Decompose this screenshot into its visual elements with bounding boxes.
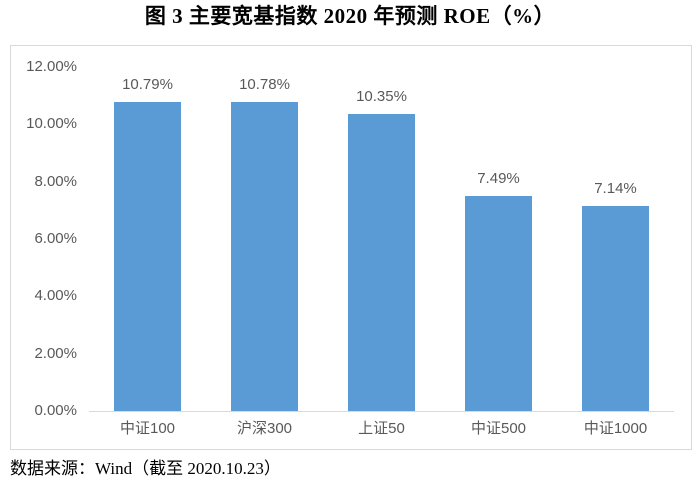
x-axis-category-label: 沪深300 <box>236 420 293 437</box>
y-axis-tick-label: 12.00% <box>26 58 77 75</box>
y-axis-tick-label: 2.00% <box>34 344 77 362</box>
y-axis-tick-label: 4.00% <box>34 287 77 305</box>
x-axis-category-label: 中证1000 <box>583 420 648 437</box>
y-axis-tick-label: 0.00% <box>34 402 77 419</box>
data-label: 7.49% <box>477 170 520 188</box>
data-label: 10.79% <box>122 75 173 93</box>
source-note: 数据来源：Wind（截至 2020.10.23） <box>10 459 281 478</box>
data-label: 10.35% <box>356 88 407 106</box>
x-axis-category-label: 中证100 <box>119 420 176 437</box>
chart-title: 图 3 主要宽基指数 2020 年预测 ROE（%） <box>144 4 556 28</box>
y-axis-tick-label: 6.00% <box>34 230 77 247</box>
bar-上证50 <box>348 114 415 411</box>
data-label: 7.14% <box>594 180 637 198</box>
bar-中证500 <box>465 196 532 411</box>
x-axis-line <box>89 411 674 412</box>
y-axis-tick-label: 8.00% <box>34 172 77 190</box>
x-axis-category-label: 中证500 <box>470 420 527 437</box>
bar-中证100 <box>114 101 181 411</box>
bar-沪深300 <box>231 101 298 411</box>
chart-frame: 0.00% 2.00% 4.00% 6.00% 8.00% 10.00% 12.00% 10.… <box>10 45 692 450</box>
data-label: 10.78% <box>239 75 290 93</box>
bar-中证1000 <box>582 206 649 411</box>
y-axis-tick-label: 10.00% <box>26 115 77 133</box>
x-axis-category-label: 上证50 <box>358 420 405 437</box>
